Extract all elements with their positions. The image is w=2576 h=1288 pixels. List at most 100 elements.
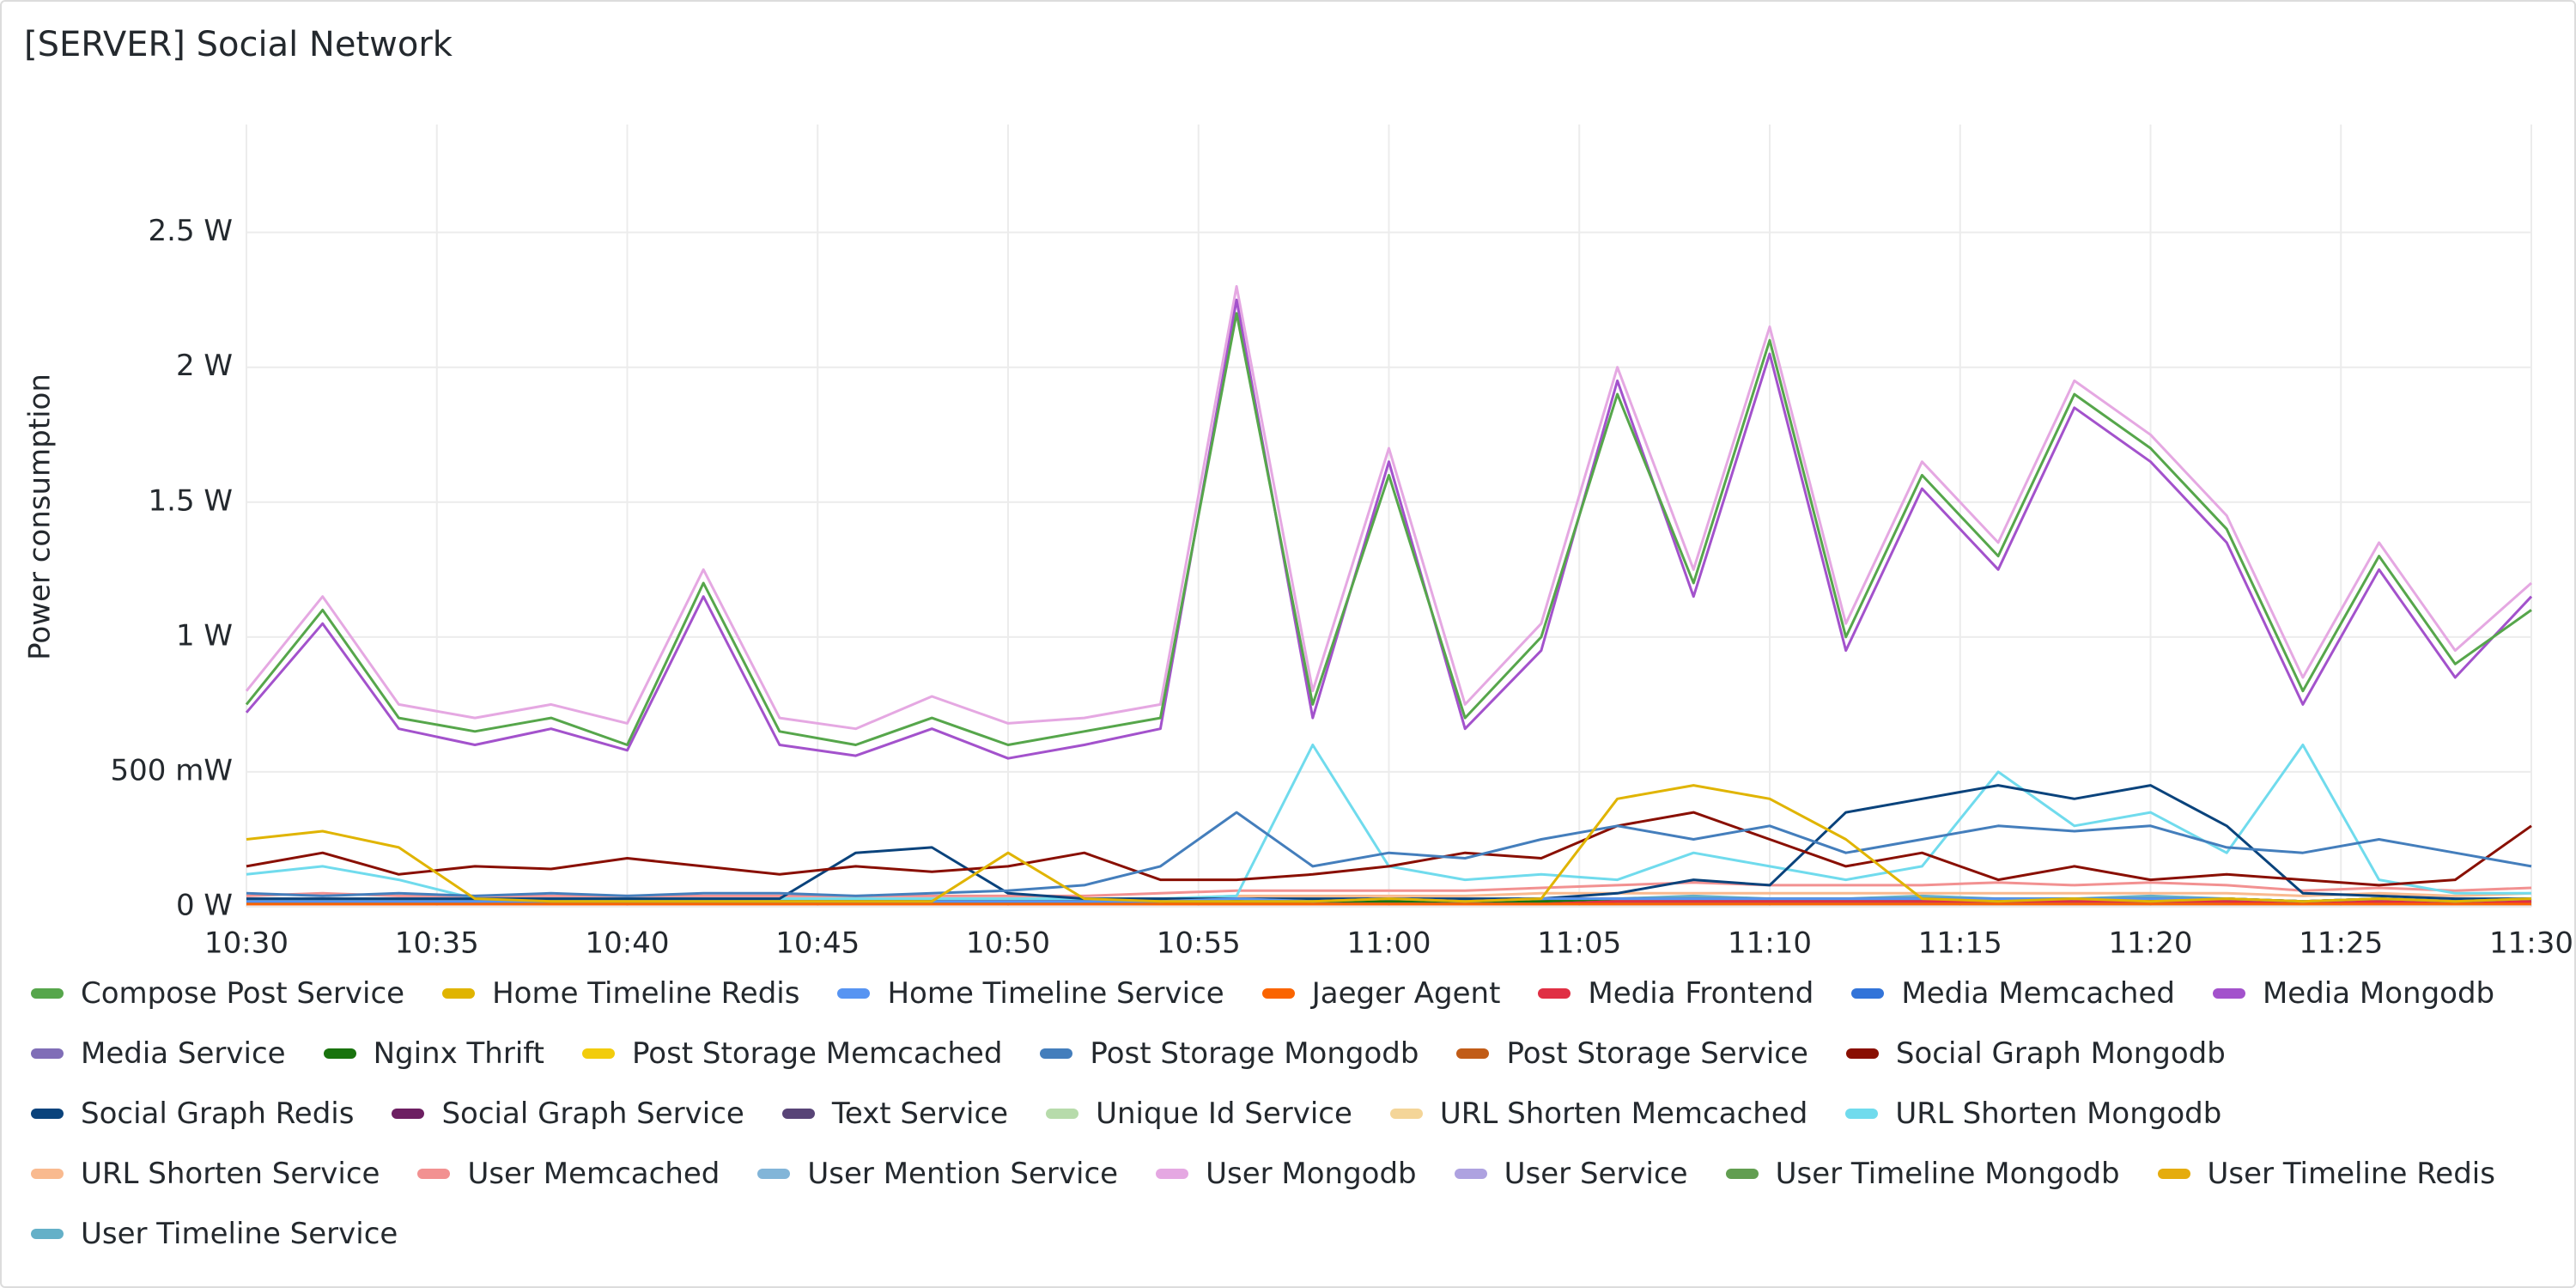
x-tick-label: 11:20 xyxy=(2109,927,2193,961)
legend-item[interactable]: Media Frontend xyxy=(1538,974,1814,1013)
legend-label: Media Mongodb xyxy=(2262,976,2495,1011)
legend-item[interactable]: Home Timeline Service xyxy=(837,974,1224,1013)
y-tick-label: 2 W xyxy=(176,349,233,383)
legend-label: User Timeline Service xyxy=(81,1217,398,1251)
legend-swatch xyxy=(442,988,476,999)
legend-label: Social Graph Service xyxy=(441,1097,744,1131)
legend-swatch xyxy=(837,988,871,999)
legend-swatch xyxy=(2157,1169,2190,1179)
x-tick-label: 11:15 xyxy=(1918,927,2002,961)
legend-label: Unique Id Service xyxy=(1096,1097,1352,1131)
legend-swatch xyxy=(1046,1109,1079,1119)
legend-item[interactable]: Home Timeline Redis xyxy=(442,974,799,1013)
legend-label: User Mongodb xyxy=(1206,1157,1417,1191)
legend-label: URL Shorten Mongodb xyxy=(1895,1097,2222,1131)
legend-item[interactable]: Nginx Thrift xyxy=(323,1034,544,1073)
legend-swatch xyxy=(1261,988,1295,999)
legend-swatch xyxy=(581,1048,615,1059)
legend-item[interactable]: Media Service xyxy=(31,1034,286,1073)
legend-swatch xyxy=(781,1109,815,1119)
legend-swatch xyxy=(31,1109,64,1119)
legend-swatch xyxy=(757,1169,791,1179)
x-tick-label: 11:05 xyxy=(1537,927,1621,961)
legend-item[interactable]: Compose Post Service xyxy=(31,974,404,1013)
legend-label: Text Service xyxy=(831,1097,1009,1131)
series-line xyxy=(246,784,2532,903)
legend: Compose Post Service Home Timeline Redis H… xyxy=(31,974,2547,1254)
series-line xyxy=(245,312,2532,746)
series-line xyxy=(245,285,2532,731)
legend-swatch xyxy=(2212,988,2245,999)
y-tick-label: 500 mW xyxy=(111,753,233,787)
legend-item[interactable]: Jaeger Agent xyxy=(1261,974,1501,1013)
x-tick-label: 11:30 xyxy=(2489,927,2573,961)
x-tick-label: 10:35 xyxy=(395,927,479,961)
series-line xyxy=(246,811,2532,887)
legend-swatch xyxy=(392,1109,425,1119)
legend-label: Jaeger Agent xyxy=(1311,976,1501,1011)
x-tick-label: 10:30 xyxy=(204,927,289,961)
legend-swatch xyxy=(1725,1169,1759,1179)
chart: [SERVER] Social Network Power consumptio… xyxy=(23,25,2573,961)
legend-item[interactable]: User Service xyxy=(1454,1154,1688,1194)
legend-label: Home Timeline Redis xyxy=(492,976,800,1011)
legend-label: User Mention Service xyxy=(807,1157,1119,1191)
legend-label: URL Shorten Memcached xyxy=(1439,1097,1808,1131)
legend-label: User Service xyxy=(1504,1157,1688,1191)
legend-item[interactable]: Text Service xyxy=(781,1094,1009,1133)
legend-item[interactable]: URL Shorten Memcached xyxy=(1389,1094,1808,1133)
chart-title: [SERVER] Social Network xyxy=(24,25,453,64)
legend-swatch xyxy=(1389,1109,1423,1119)
x-tick-label: 11:10 xyxy=(1728,927,1812,961)
y-tick-label: 1 W xyxy=(176,618,233,653)
series-line xyxy=(245,298,2533,760)
legend-label: URL Shorten Service xyxy=(81,1157,380,1191)
legend-item[interactable]: Media Memcached xyxy=(1851,974,2175,1013)
y-tick-label: 1.5 W xyxy=(149,483,234,518)
legend-item[interactable]: Media Mongodb xyxy=(2212,974,2495,1013)
legend-item[interactable]: Social Graph Redis xyxy=(31,1094,354,1133)
legend-label: Compose Post Service xyxy=(81,976,405,1011)
legend-label: Post Storage Service xyxy=(1506,1036,1808,1071)
legend-label: User Timeline Redis xyxy=(2207,1157,2495,1191)
legend-item[interactable]: User Timeline Mongodb xyxy=(1725,1154,2120,1194)
legend-item[interactable]: Social Graph Service xyxy=(392,1094,744,1133)
legend-item[interactable]: Post Storage Service xyxy=(1456,1034,1808,1073)
y-tick-label: 2.5 W xyxy=(149,214,234,248)
legend-swatch xyxy=(417,1169,451,1179)
legend-label: Social Graph Mongodb xyxy=(1895,1036,2226,1071)
legend-item[interactable]: User Memcached xyxy=(417,1154,720,1194)
legend-item[interactable]: Unique Id Service xyxy=(1046,1094,1352,1133)
legend-item[interactable]: URL Shorten Service xyxy=(31,1154,380,1194)
legend-swatch xyxy=(1456,1048,1490,1059)
legend-item[interactable]: Post Storage Mongodb xyxy=(1040,1034,1419,1073)
y-axis-label: Power consumption xyxy=(23,374,58,660)
legend-swatch xyxy=(1040,1048,1073,1059)
legend-swatch xyxy=(31,1229,64,1239)
legend-item[interactable]: Post Storage Memcached xyxy=(581,1034,1002,1073)
legend-swatch xyxy=(1851,988,1885,999)
legend-swatch xyxy=(31,1169,64,1179)
legend-swatch xyxy=(1845,1109,1879,1119)
legend-item[interactable]: Social Graph Mongodb xyxy=(1845,1034,2226,1073)
x-tick-label: 10:50 xyxy=(966,927,1050,961)
legend-label: Post Storage Mongodb xyxy=(1090,1036,1419,1071)
legend-item[interactable]: User Timeline Service xyxy=(31,1214,398,1254)
legend-label: Home Timeline Service xyxy=(887,976,1224,1011)
legend-label: Media Memcached xyxy=(1901,976,2175,1011)
legend-label: Nginx Thrift xyxy=(373,1036,544,1071)
legend-item[interactable]: URL Shorten Mongodb xyxy=(1845,1094,2221,1133)
legend-label: User Timeline Mongodb xyxy=(1775,1157,2120,1191)
legend-label: User Memcached xyxy=(467,1157,720,1191)
legend-swatch xyxy=(1845,1048,1879,1059)
legend-item[interactable]: User Mongodb xyxy=(1156,1154,1417,1194)
legend-item[interactable]: User Mention Service xyxy=(757,1154,1118,1194)
x-tick-label: 10:45 xyxy=(775,927,860,961)
legend-swatch xyxy=(1156,1169,1189,1179)
legend-label: Media Service xyxy=(81,1036,286,1071)
legend-item[interactable]: User Timeline Redis xyxy=(2157,1154,2495,1194)
x-tick-label: 11:00 xyxy=(1347,927,1431,961)
legend-swatch xyxy=(31,1048,64,1059)
series-line xyxy=(246,811,2532,897)
